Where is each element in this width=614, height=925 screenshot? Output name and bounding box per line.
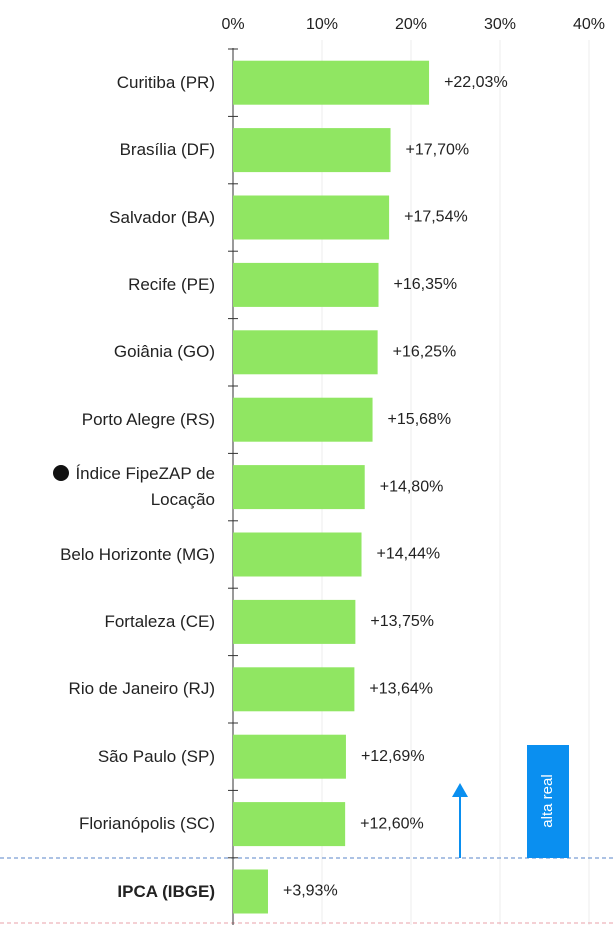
category-text: Rio de Janeiro (RJ) [68, 679, 215, 699]
category-label: IPCA (IBGE) [5, 879, 215, 905]
category-text: Brasília (DF) [119, 140, 215, 160]
category-text: Índice FipeZAP de Locação [75, 464, 215, 510]
value-label: +22,03% [444, 74, 508, 91]
bar [233, 734, 346, 779]
bar [233, 330, 378, 375]
value-label: +12,60% [360, 815, 424, 832]
x-tick-label: 20% [395, 16, 427, 33]
bar [233, 869, 268, 914]
x-tick-label: 30% [484, 16, 516, 33]
category-text: São Paulo (SP) [97, 746, 215, 766]
category-label: Goiânia (GO) [5, 339, 215, 365]
category-label: Curitiba (PR) [5, 70, 215, 96]
annotation-text: alta real [539, 774, 556, 827]
category-label: Recife (PE) [5, 272, 215, 298]
category-label: Belo Horizonte (MG) [5, 542, 215, 568]
x-tick-label: 0% [221, 16, 244, 33]
value-label: +16,25% [393, 344, 457, 361]
category-text: Recife (PE) [128, 274, 215, 294]
bar [233, 465, 365, 510]
bar [233, 599, 356, 644]
category-label: Brasília (DF) [5, 137, 215, 163]
category-label: Índice FipeZAP de Locação [20, 461, 215, 513]
value-label: +12,69% [361, 748, 425, 765]
x-tick-label: 40% [573, 16, 605, 33]
bar [233, 397, 373, 442]
arrow-head [452, 783, 468, 797]
value-label: +17,54% [404, 209, 468, 226]
category-label: Salvador (BA) [5, 205, 215, 231]
value-label: +13,75% [370, 613, 434, 630]
category-text: Goiânia (GO) [113, 342, 215, 362]
value-label: +16,35% [394, 276, 458, 293]
marker-dot [53, 465, 70, 482]
category-text: Porto Alegre (RS) [81, 409, 215, 429]
category-label: Rio de Janeiro (RJ) [5, 676, 215, 702]
category-text: Fortaleza (CE) [104, 611, 215, 631]
x-tick-label: 10% [306, 16, 338, 33]
category-text: Curitiba (PR) [116, 72, 215, 92]
category-text: Florianópolis (SC) [78, 814, 215, 834]
bar [233, 262, 379, 307]
category-label: Fortaleza (CE) [5, 609, 215, 635]
value-label: +13,64% [369, 681, 433, 698]
category-label: Porto Alegre (RS) [5, 407, 215, 433]
category-label: São Paulo (SP) [5, 744, 215, 770]
value-label: +17,70% [406, 141, 470, 158]
annotation-box [527, 745, 569, 858]
category-text: IPCA (IBGE) [117, 881, 215, 901]
bar [233, 195, 390, 240]
category-text: Salvador (BA) [109, 207, 215, 227]
bar [233, 128, 391, 173]
bar [233, 667, 355, 712]
value-label: +14,80% [380, 478, 444, 495]
bar [233, 60, 430, 105]
value-label: +14,44% [377, 546, 441, 563]
bar [233, 532, 362, 577]
category-text: Belo Horizonte (MG) [60, 544, 215, 564]
category-label: Florianópolis (SC) [5, 811, 215, 837]
value-label: +15,68% [388, 411, 452, 428]
bar [233, 802, 346, 847]
value-label: +3,93% [283, 883, 338, 900]
